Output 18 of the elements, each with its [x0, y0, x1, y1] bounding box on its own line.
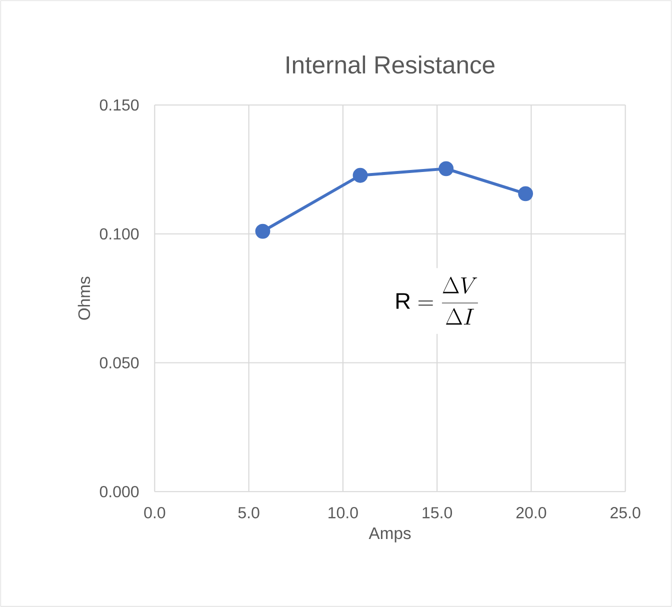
annotation: $\mathrm{R} = \frac{\Delta V}{\Delta I}$	[396, 276, 478, 325]
y-tick-label: 0.150	[100, 99, 139, 111]
y-axis-title: Ohms	[78, 276, 90, 320]
point	[352, 168, 368, 183]
x-tick-label: 25.0	[610, 507, 640, 518]
x-tick-label: 15.0	[422, 507, 452, 518]
x-tick-label: 0.0	[144, 507, 166, 518]
x-axis-title: Amps	[368, 528, 411, 542]
point	[255, 224, 270, 239]
x-tick-label: 10.0	[328, 507, 358, 518]
point	[438, 161, 454, 176]
x-tick-label: 5.0	[238, 507, 260, 518]
chart-title: Internal Resistance	[286, 56, 494, 74]
x-tick-label: 20.0	[516, 507, 546, 518]
y-tick-label: 0.100	[100, 228, 139, 240]
y-tick-label: 0.000	[100, 486, 139, 498]
y-tick-label: 0.050	[100, 357, 139, 368]
point	[518, 186, 534, 202]
